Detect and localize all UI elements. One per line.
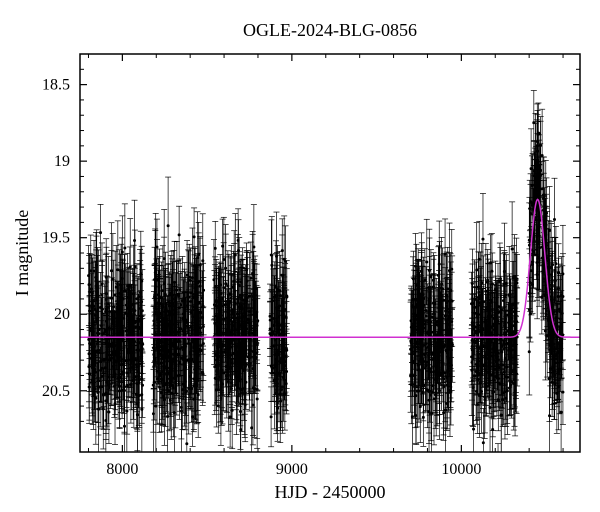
lightcurve-chart: 800090001000018.51919.52020.5OGLE-2024-B… bbox=[0, 0, 600, 512]
y-axis-label: I magnitude bbox=[12, 210, 32, 296]
x-axis-label: HJD - 2450000 bbox=[275, 482, 386, 502]
chart-title: OGLE-2024-BLG-0856 bbox=[243, 20, 417, 40]
chart-svg: 800090001000018.51919.52020.5OGLE-2024-B… bbox=[0, 0, 600, 512]
